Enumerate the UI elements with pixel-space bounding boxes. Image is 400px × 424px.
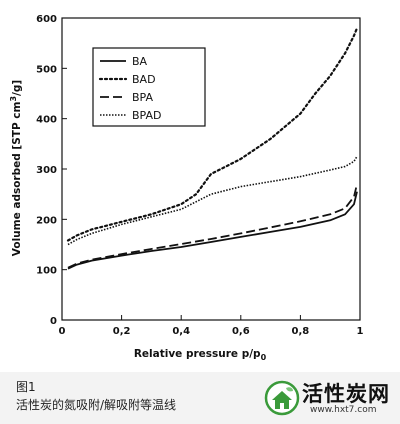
x-axis: 0 0,2 0,4 0,6 0,8 1 — [59, 315, 364, 337]
series-layer — [66, 27, 359, 270]
x-tick-label: 0,4 — [172, 326, 190, 337]
y-axis-label: Volume adsorbed [STP cm3/g] — [9, 80, 23, 256]
y-tick-label: 500 — [36, 64, 57, 75]
series-line-bpa — [67, 183, 358, 269]
series-line-ba — [67, 191, 358, 270]
x-tick-label: 0,8 — [292, 326, 310, 337]
figure-label: 图1 — [16, 380, 36, 394]
x-tick-label: 0,6 — [232, 326, 250, 337]
y-tick-label: 400 — [36, 115, 57, 126]
y-tick-label: 200 — [36, 215, 57, 226]
legend-label-ba: BA — [132, 55, 148, 68]
y-tick-label: 600 — [36, 14, 57, 25]
x-axis-label: Relative pressure p/p0 — [134, 348, 267, 362]
y-axis: 0 100 200 300 400 500 600 — [36, 14, 67, 327]
series-line-bpad — [67, 155, 358, 246]
isotherm-chart: 0 100 200 300 400 500 600 0 0,2 0,4 0,6 0,8 1 BA BA… — [9, 14, 364, 362]
chart-figure: 0 100 200 300 400 500 600 0 0,2 0,4 0,6 0,8 1 BA BA… — [0, 0, 400, 372]
y-tick-label: 0 — [50, 316, 57, 327]
brand-logo[interactable]: 活性炭网 www.hxt7.com — [264, 378, 392, 418]
legend-label-bad: BAD — [132, 73, 156, 86]
x-tick-label: 1 — [357, 326, 364, 337]
series-line-bad — [66, 27, 359, 242]
legend-label-bpad: BPAD — [132, 109, 161, 122]
x-tick-label: 0,2 — [113, 326, 131, 337]
legend-label-bpa: BPA — [132, 91, 153, 104]
brand-url[interactable]: www.hxt7.com — [310, 405, 377, 415]
brand-name: 活性炭网 — [302, 382, 390, 406]
figure-caption: 活性炭的氮吸附/解吸附等温线 — [16, 398, 177, 412]
leaf-house-icon — [264, 380, 300, 416]
legend: BA BAD BPA BPAD — [92, 47, 206, 127]
x-tick-label: 0 — [59, 326, 66, 337]
y-tick-label: 300 — [36, 165, 57, 176]
y-tick-label: 100 — [36, 266, 57, 277]
